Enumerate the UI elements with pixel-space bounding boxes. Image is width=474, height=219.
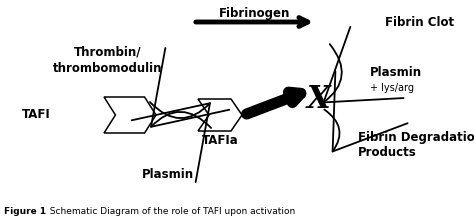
Text: Plasmin: Plasmin xyxy=(370,65,422,78)
Polygon shape xyxy=(104,97,156,133)
Text: Figure 1: Figure 1 xyxy=(4,207,46,215)
Text: X: X xyxy=(306,85,330,115)
Text: Schematic Diagram of the role of TAFI upon activation: Schematic Diagram of the role of TAFI up… xyxy=(44,207,295,215)
Polygon shape xyxy=(198,99,242,131)
FancyArrowPatch shape xyxy=(132,102,210,182)
Text: TAFIa: TAFIa xyxy=(201,134,238,147)
FancyArrowPatch shape xyxy=(324,27,403,102)
Text: + lys/arg: + lys/arg xyxy=(370,83,414,93)
Text: TAFI: TAFI xyxy=(22,108,51,122)
FancyArrowPatch shape xyxy=(151,48,229,128)
Text: Fibrin Degradation
Products: Fibrin Degradation Products xyxy=(358,131,474,159)
Text: Fibrin Clot: Fibrin Clot xyxy=(385,16,454,28)
FancyArrowPatch shape xyxy=(324,71,408,152)
Text: Plasmin: Plasmin xyxy=(142,168,194,182)
Text: Fibrinogen: Fibrinogen xyxy=(219,7,291,21)
Text: Thrombin/
thrombomodulin: Thrombin/ thrombomodulin xyxy=(53,46,163,74)
